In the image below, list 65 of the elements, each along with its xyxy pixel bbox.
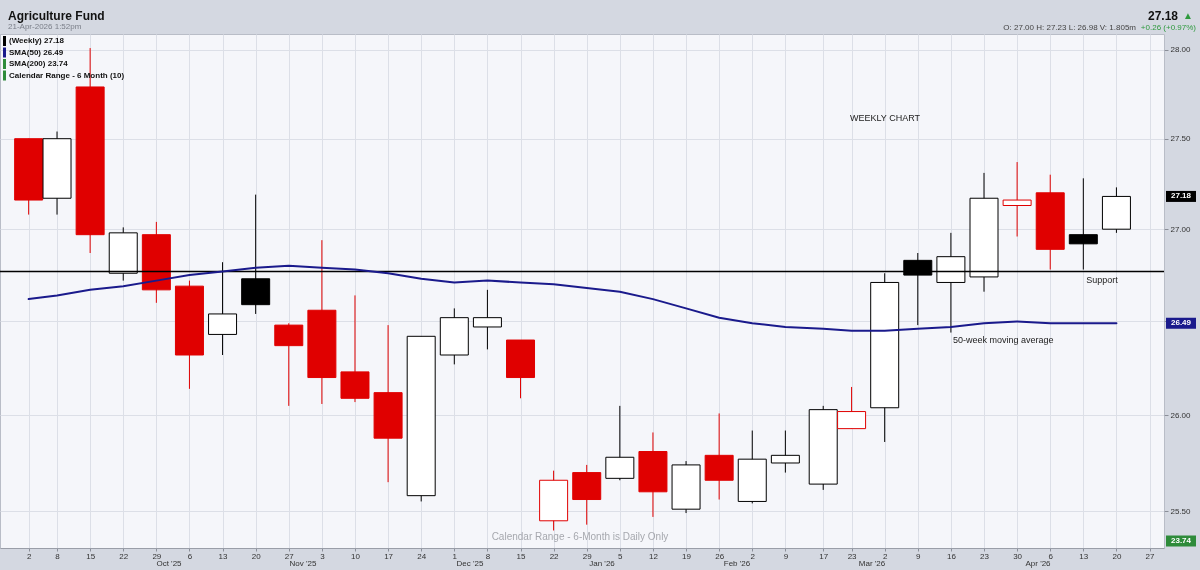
annotation: 50-week moving average xyxy=(953,335,1054,345)
x-tick-label: 2 xyxy=(750,551,756,561)
x-tick-label: 3 xyxy=(320,551,326,561)
x-tick-label: 10 xyxy=(351,551,361,561)
y-tick-label: 25.50 xyxy=(1170,506,1192,516)
annotation: Calendar Range - 6-Month is Daily Only xyxy=(491,531,669,542)
x-tick-label: 8 xyxy=(55,551,61,561)
text: 26.49 xyxy=(1170,318,1192,328)
x-tick-label: 17 xyxy=(384,551,394,561)
x-tick-label: 15 xyxy=(86,551,96,561)
chart-title: Agriculture Fund xyxy=(8,9,105,23)
legend-label: SMA(50) 26.49 xyxy=(9,47,64,57)
x-tick-label: 15 xyxy=(516,551,527,561)
x-tick-label: 2 xyxy=(26,551,32,561)
text: Mar '26 xyxy=(858,559,886,568)
x-tick-label: 30 xyxy=(1013,551,1023,561)
x-tick-label: 9 xyxy=(916,551,922,561)
x-tick-label: 29 xyxy=(582,551,593,561)
text: Dec '25 xyxy=(456,559,484,568)
candlestick xyxy=(1002,161,1032,238)
y-tick-label: 27.50 xyxy=(1170,134,1192,144)
x-tick-label: 12 xyxy=(648,551,659,561)
line-series xyxy=(27,264,1118,332)
x-tick-label: 16 xyxy=(946,551,957,561)
text: Apr '26 xyxy=(1025,559,1052,568)
x-tick-label: 27 xyxy=(1145,551,1156,561)
x-tick-label: 19 xyxy=(682,551,692,561)
y-tick-label: 26.00 xyxy=(1170,410,1192,420)
y-tick-label: 27.00 xyxy=(1170,224,1192,234)
text: 27.18 xyxy=(1147,9,1179,23)
x-tick-label: 2 xyxy=(882,551,888,561)
x-tick-label: 8 xyxy=(485,551,491,561)
text: 27.18 xyxy=(1170,191,1192,201)
x-tick-label: 20 xyxy=(251,551,262,561)
x-tick-label: 23 xyxy=(980,551,990,561)
x-tick-label: 1 xyxy=(452,551,458,561)
x-tick-label: 22 xyxy=(549,551,560,561)
x-tick-label: 6 xyxy=(1048,551,1054,561)
x-tick-label: 24 xyxy=(417,551,427,561)
x-tick-label: 27 xyxy=(284,551,295,561)
x-tick-label: 17 xyxy=(819,551,829,561)
text: +0.26 (+0.97%) xyxy=(1140,23,1197,32)
x-tick-label: 22 xyxy=(119,551,129,561)
x-tick-label: 13 xyxy=(218,551,229,561)
legend-label: SMA(200) 23.74 xyxy=(9,59,69,68)
text: 23.74 xyxy=(1170,536,1192,545)
legend-label: (Weekly) 27.18 xyxy=(9,36,65,45)
y-tick-label: 28.00 xyxy=(1170,45,1192,55)
text: Nov '25 xyxy=(289,559,317,568)
annotation: WEEKLY CHART xyxy=(849,113,921,123)
text: Oct '25 xyxy=(156,559,183,568)
text: Jan '26 xyxy=(589,559,616,568)
x-tick-label: 13 xyxy=(1079,551,1089,561)
text: O: 27.00 H: 27.23 L: 26.98 V: 1.805m xyxy=(1003,23,1137,32)
x-tick-label: 20 xyxy=(1112,551,1122,561)
ref-line-label: Support xyxy=(1086,275,1119,286)
text: Feb '26 xyxy=(723,559,751,568)
x-tick-label: 6 xyxy=(187,551,193,561)
x-tick-label: 23 xyxy=(847,551,858,561)
x-tick-label: 26 xyxy=(715,551,725,561)
x-tick-label: 9 xyxy=(783,551,789,561)
x-tick-label: 29 xyxy=(152,551,162,561)
chart-subtitle: 21-Apr-2026 1:52pm xyxy=(8,22,82,31)
text: ▲ xyxy=(1183,10,1193,21)
x-tick-label: 5 xyxy=(618,551,624,561)
